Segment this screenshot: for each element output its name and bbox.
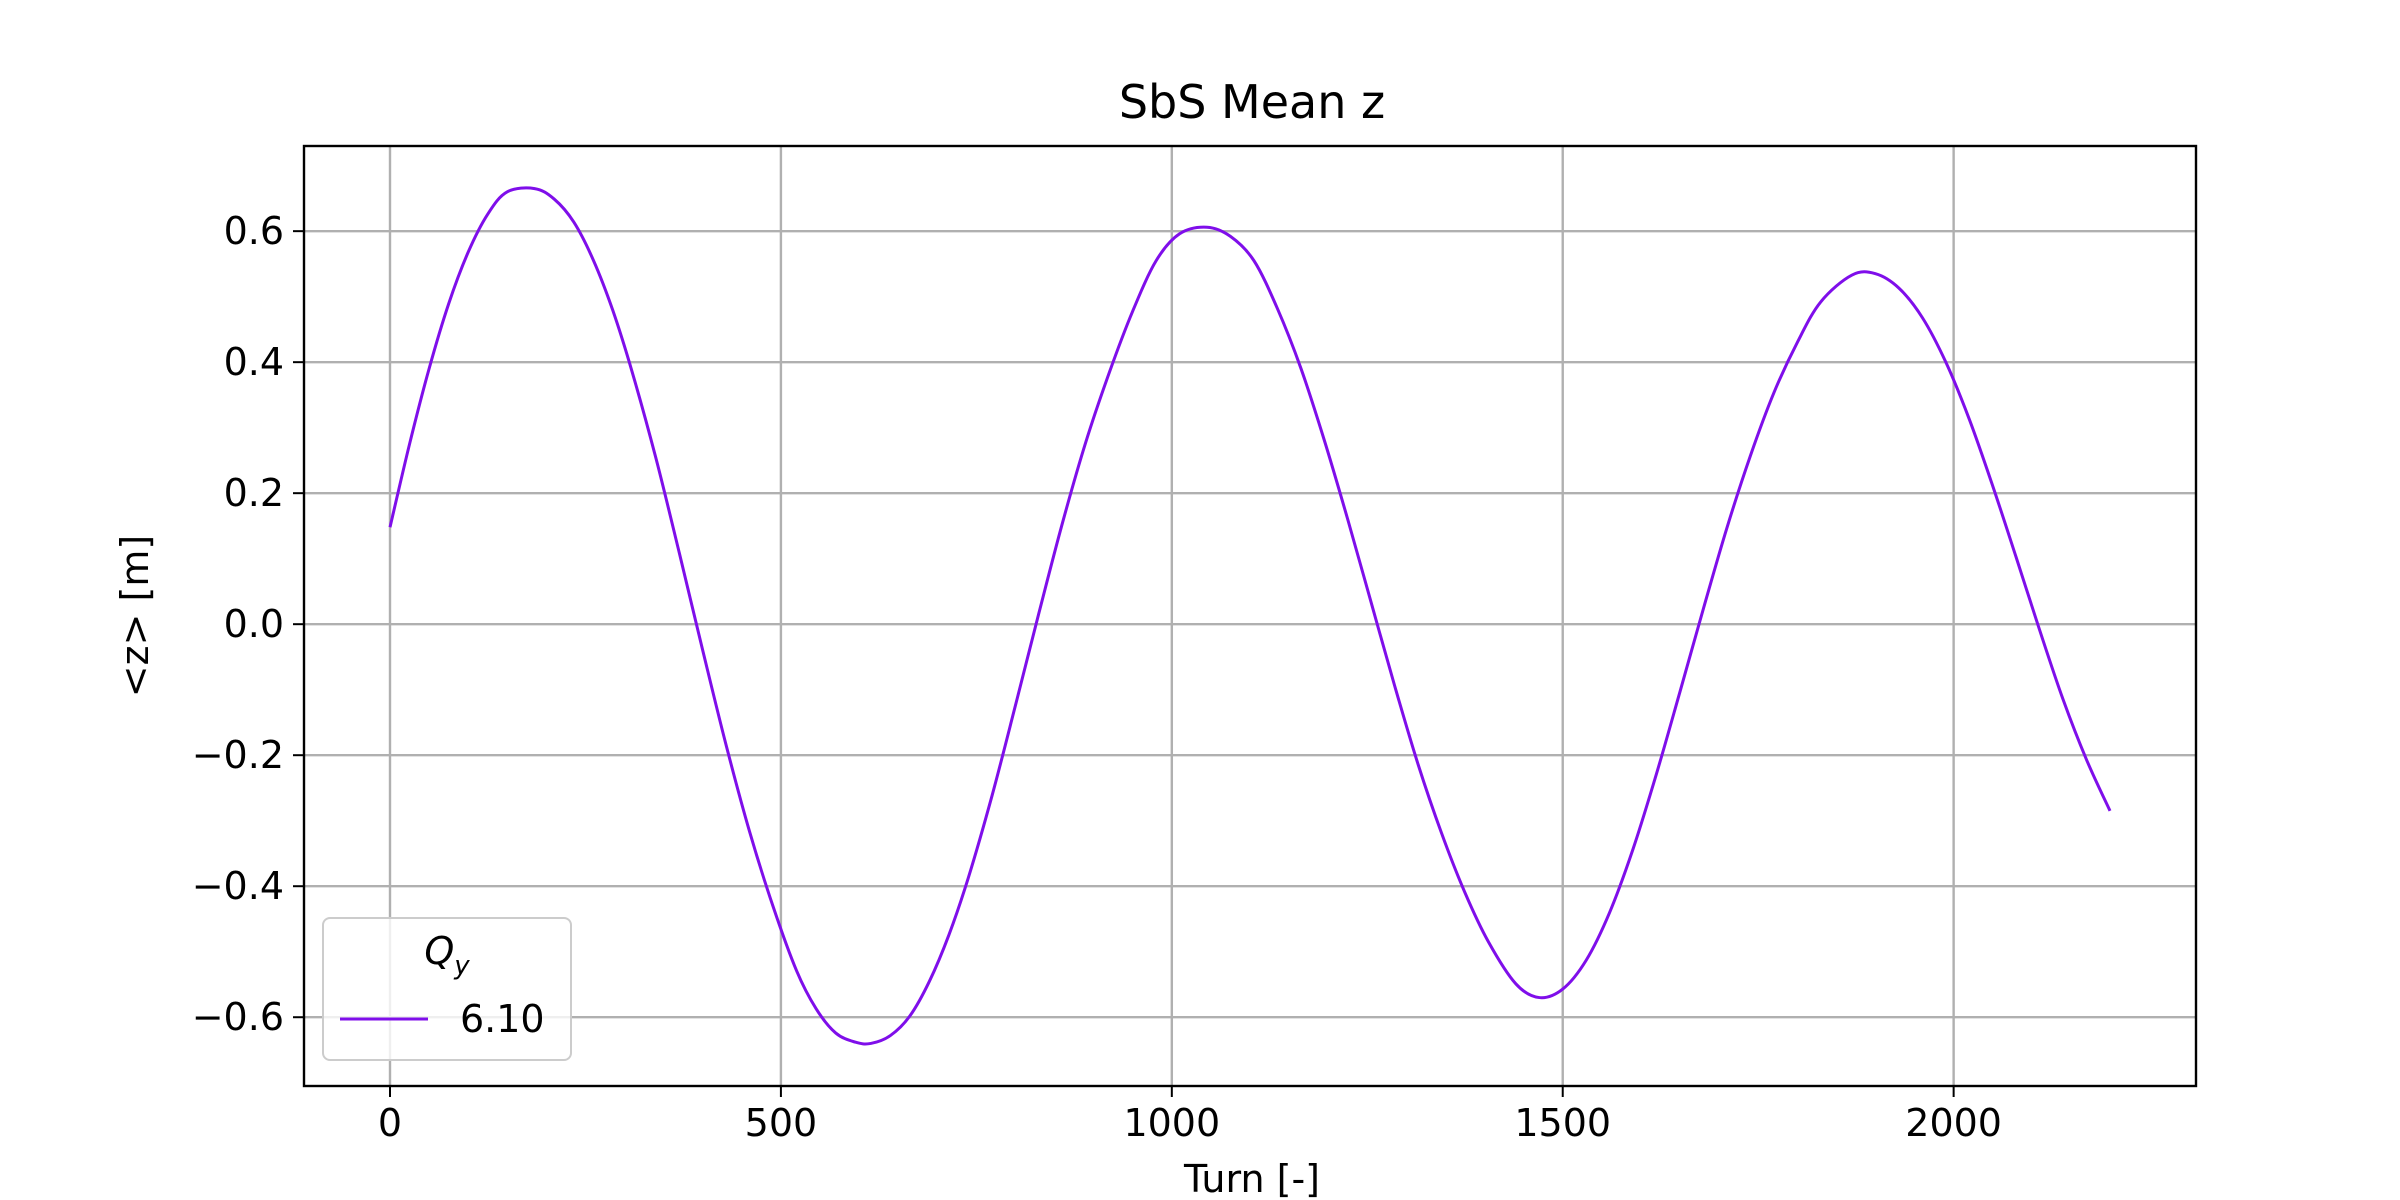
x-tick-label: 2000	[1905, 1101, 2002, 1145]
series-layer	[388, 186, 2112, 1046]
y-tick-label: 0.2	[224, 471, 284, 515]
x-tick-label: 0	[378, 1101, 402, 1145]
chart-title: SbS Mean z	[1119, 75, 1385, 129]
y-axis: −0.6 −0.4 −0.2 0.0 0.2 0.4 0.6	[192, 209, 304, 1039]
series-line	[388, 186, 2112, 1046]
x-axis-label: Turn [-]	[1183, 1157, 1320, 1200]
y-tick-label: −0.6	[192, 995, 284, 1039]
legend-title-main: Q	[424, 929, 454, 973]
plot-frame	[302, 144, 2198, 1088]
grid	[304, 146, 2196, 1086]
legend-title: Qy	[424, 929, 470, 981]
y-tick-label: 0.4	[224, 340, 284, 384]
x-axis: 0 500 1000 1500 2000	[378, 1086, 2002, 1145]
y-tick-label: −0.2	[192, 733, 284, 777]
y-tick-label: 0.0	[224, 602, 284, 646]
legend-title-subscript: y	[453, 951, 470, 981]
x-tick-label: 1500	[1514, 1101, 1611, 1145]
y-tick-label: 0.6	[224, 209, 284, 253]
legend-box	[322, 917, 572, 1061]
legend-entry-label: 6.10	[460, 997, 545, 1041]
x-tick-label: 500	[745, 1101, 818, 1145]
legend: Qy 6.10	[322, 917, 572, 1061]
x-tick-label: 1000	[1123, 1101, 1220, 1145]
y-axis-label: <z> [m]	[113, 535, 157, 697]
y-tick-label: −0.4	[192, 864, 284, 908]
